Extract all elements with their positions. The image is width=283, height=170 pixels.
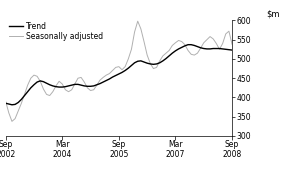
- Seasonally adjusted: [230, 43, 234, 45]
- Trend: [199, 47, 202, 49]
- Trend: [215, 47, 218, 49]
- Line: Trend: Trend: [6, 45, 232, 105]
- Trend: [186, 44, 190, 46]
- Seasonally adjusted: [215, 42, 218, 45]
- Trend: [205, 48, 209, 50]
- Seasonally adjusted: [83, 81, 86, 83]
- Trend: [57, 86, 61, 88]
- Seasonally adjusted: [199, 47, 202, 49]
- Trend: [83, 85, 86, 87]
- Seasonally adjusted: [10, 120, 14, 122]
- Line: Seasonally adjusted: Seasonally adjusted: [6, 21, 232, 121]
- Seasonally adjusted: [205, 39, 209, 41]
- Legend: Trend, Seasonally adjusted: Trend, Seasonally adjusted: [9, 22, 103, 41]
- Trend: [230, 49, 234, 51]
- Y-axis label: $m: $m: [266, 9, 280, 18]
- Seasonally adjusted: [57, 80, 61, 82]
- Trend: [120, 71, 124, 73]
- Trend: [4, 102, 7, 104]
- Seasonally adjusted: [120, 69, 124, 71]
- Trend: [10, 104, 14, 106]
- Seasonally adjusted: [4, 100, 7, 102]
- Seasonally adjusted: [136, 20, 140, 22]
